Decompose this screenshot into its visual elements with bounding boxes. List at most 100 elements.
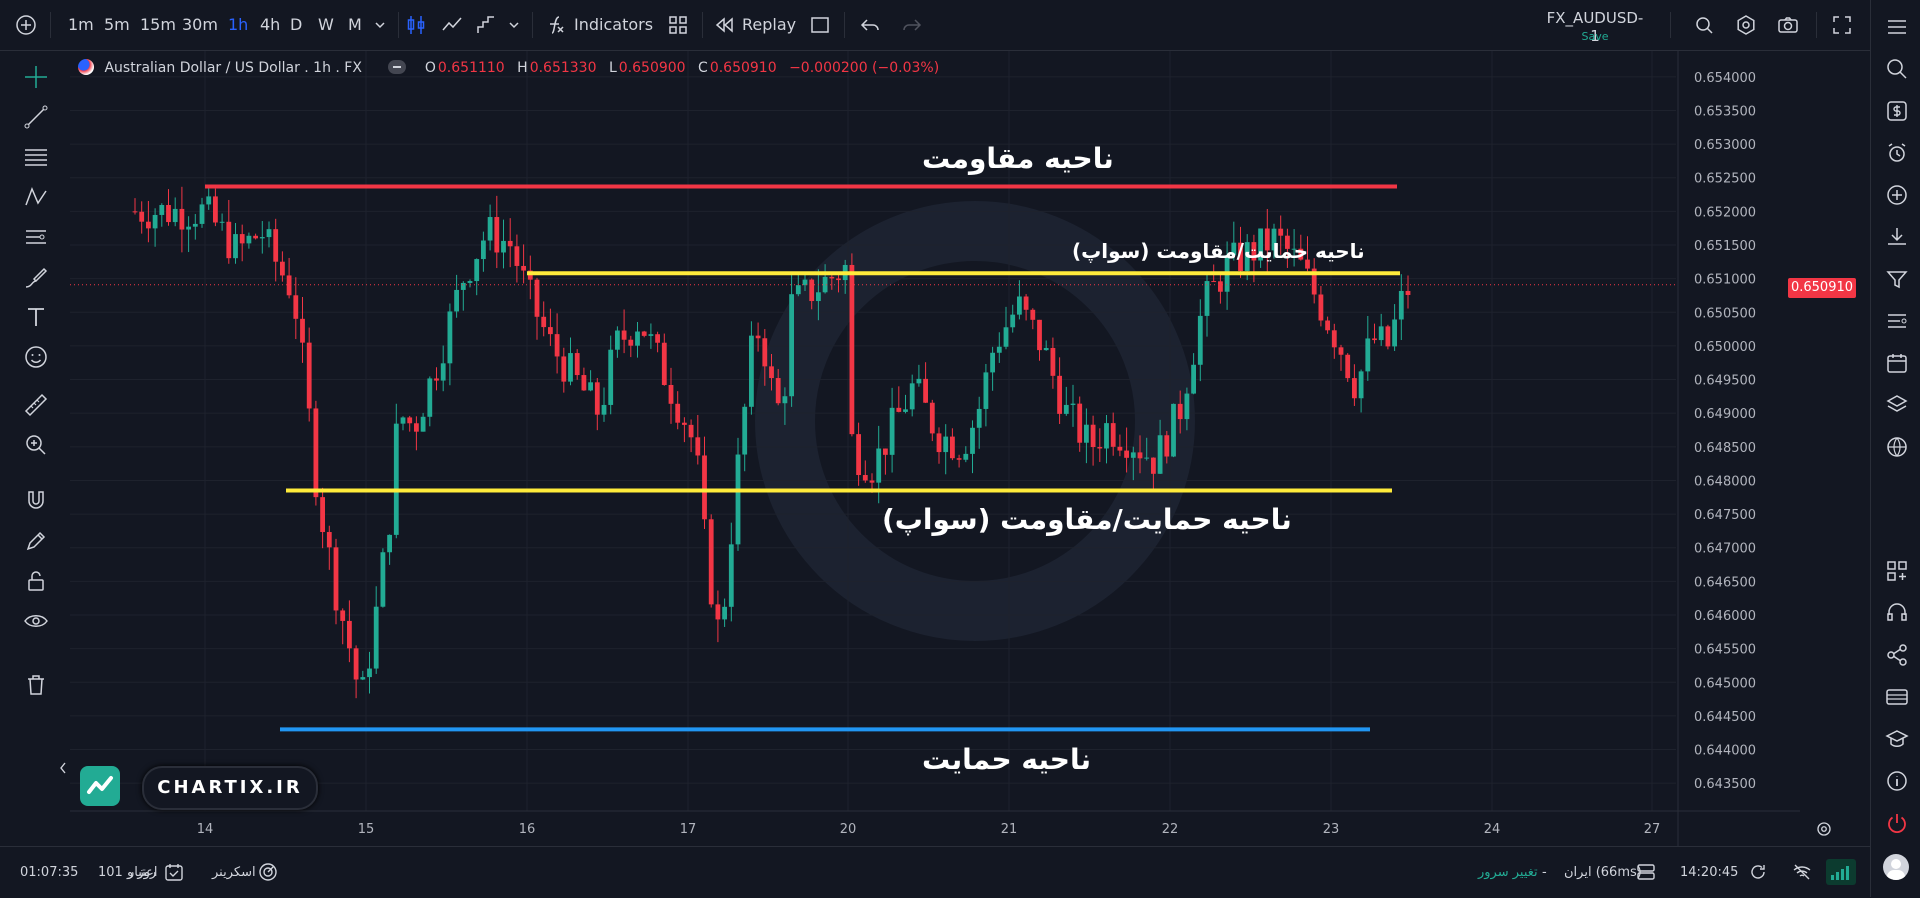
- candle-body: [1372, 338, 1377, 341]
- screener-radar-icon[interactable]: [258, 862, 278, 882]
- timeframe-m[interactable]: M: [348, 15, 362, 34]
- rectangle-icon[interactable]: [808, 13, 832, 37]
- forecast-icon[interactable]: [22, 223, 50, 251]
- candle-body: [1130, 452, 1136, 458]
- indicators-button[interactable]: Indicators: [574, 15, 654, 34]
- filter-icon[interactable]: [1884, 266, 1910, 292]
- price-chart[interactable]: 0.654000 0.653500 0.653000 0.652500 0.652000…: [70, 51, 1800, 846]
- chevron-down-icon[interactable]: [502, 13, 526, 37]
- globe-icon[interactable]: [1884, 434, 1910, 460]
- undo-icon[interactable]: [858, 13, 882, 37]
- replay-icon[interactable]: [712, 13, 736, 37]
- candle-body: [554, 334, 560, 357]
- redo-icon[interactable]: [900, 13, 924, 37]
- timeframe-30m[interactable]: 30m: [182, 15, 218, 34]
- emoji-icon[interactable]: [22, 343, 50, 371]
- eye-icon[interactable]: [22, 607, 50, 635]
- apps-icon[interactable]: [1884, 558, 1910, 584]
- high-label: H: [517, 60, 528, 76]
- candle-body: [1151, 457, 1156, 474]
- candle-body: [1211, 281, 1217, 283]
- power-icon[interactable]: [1884, 810, 1910, 836]
- candle-body: [749, 335, 754, 407]
- info-icon[interactable]: [1884, 768, 1910, 794]
- pattern-icon[interactable]: [22, 183, 50, 211]
- signal-icon[interactable]: [1884, 308, 1910, 334]
- swap-upper-label[interactable]: ناحیه حمایت/مقاومت (سواپ): [1072, 239, 1365, 263]
- time-axis[interactable]: 14 15 16 17 20 21 22 23 24 27: [70, 810, 1800, 837]
- candle-body: [795, 285, 801, 295]
- layout-name[interactable]: FX_AUDUSD-1: [1546, 9, 1644, 45]
- timeframe-1h[interactable]: 1h: [228, 15, 249, 34]
- text-icon[interactable]: [22, 303, 50, 331]
- timeframe-d[interactable]: D: [290, 15, 303, 34]
- quick-search-icon[interactable]: [1692, 13, 1716, 37]
- screener-label[interactable]: اسکرینر: [212, 865, 256, 880]
- fullscreen-icon[interactable]: [1830, 13, 1854, 37]
- support-label[interactable]: ناحیه حمایت: [922, 743, 1091, 776]
- share-icon[interactable]: [1884, 642, 1910, 668]
- chevron-down-icon[interactable]: [368, 13, 392, 37]
- stay-drawing-icon[interactable]: [22, 527, 50, 555]
- download-icon[interactable]: [1884, 224, 1910, 250]
- collapse-chevron-icon[interactable]: [58, 761, 68, 775]
- templates-icon[interactable]: [666, 13, 690, 37]
- magnet-icon[interactable]: [22, 487, 50, 515]
- timeframe-w[interactable]: W: [318, 15, 334, 34]
- open-label: O: [424, 60, 436, 76]
- save-status[interactable]: Save: [1581, 30, 1609, 43]
- menu-icon[interactable]: [1884, 14, 1910, 40]
- candle-body: [869, 480, 875, 483]
- toolbar-divider: [1816, 12, 1817, 38]
- candle-body: [1124, 450, 1129, 458]
- crosshair-icon[interactable]: [22, 63, 50, 91]
- symbol-title[interactable]: Australian Dollar / US Dollar . 1h . FX: [104, 60, 362, 76]
- price-axis[interactable]: 0.654000 0.653500 0.653000 0.652500 0.652000…: [1677, 51, 1800, 846]
- replay-button[interactable]: Replay: [742, 15, 797, 34]
- line-chart-icon[interactable]: [440, 13, 464, 37]
- trash-icon[interactable]: [22, 671, 50, 699]
- axis-settings-icon[interactable]: [1815, 820, 1833, 838]
- brush-icon[interactable]: [22, 263, 50, 291]
- swap-lower-label[interactable]: ناحیه حمایت/مقاومت (سواپ): [882, 503, 1292, 536]
- alarm-icon[interactable]: [1884, 140, 1910, 166]
- indicators-icon[interactable]: [544, 13, 568, 37]
- status-dash: -: [1542, 865, 1547, 880]
- wifi-off-icon[interactable]: [1792, 862, 1812, 882]
- camera-icon[interactable]: [1776, 13, 1800, 37]
- step-chart-icon[interactable]: [474, 13, 498, 37]
- layers-icon[interactable]: [1884, 392, 1910, 418]
- timeframe-5m[interactable]: 5m: [104, 15, 130, 34]
- calendar-icon[interactable]: [1884, 350, 1910, 376]
- academy-icon[interactable]: [1884, 726, 1910, 752]
- timeframe-4h[interactable]: 4h: [260, 15, 281, 34]
- refresh-icon[interactable]: [1748, 862, 1768, 882]
- user-avatar[interactable]: [1883, 854, 1909, 880]
- price-tick-label: 0.653500: [1694, 104, 1756, 119]
- dollar-icon[interactable]: [1884, 98, 1910, 124]
- candles-icon[interactable]: [404, 13, 428, 37]
- add-alert-icon[interactable]: [1884, 182, 1910, 208]
- timeframe-1m[interactable]: 1m: [68, 15, 94, 34]
- server-icon[interactable]: [1636, 862, 1656, 882]
- card-icon[interactable]: [1884, 684, 1910, 710]
- fib-lines-icon[interactable]: [22, 143, 50, 171]
- calendar-check-icon[interactable]: [164, 862, 184, 882]
- resistance-label[interactable]: ناحیه مقاومت: [922, 142, 1114, 175]
- zoom-in-icon[interactable]: [22, 431, 50, 459]
- candle-body: [1144, 457, 1150, 459]
- timeframe-15m[interactable]: 15m: [140, 15, 176, 34]
- candle-body: [132, 211, 138, 213]
- candle-body: [219, 221, 225, 223]
- settings-icon[interactable]: [1734, 13, 1758, 37]
- change-server-link[interactable]: تغییر سرور: [1478, 865, 1538, 880]
- legend-toggle-icon[interactable]: [388, 60, 407, 74]
- trend-line-icon[interactable]: [22, 103, 50, 131]
- add-symbol-icon[interactable]: [14, 13, 38, 37]
- chart-pane[interactable]: 0.654000 0.653500 0.653000 0.652500 0.652000…: [70, 51, 1800, 846]
- lock-icon[interactable]: [22, 567, 50, 595]
- candle-body: [883, 448, 888, 455]
- support-headset-icon[interactable]: [1884, 600, 1910, 626]
- ruler-icon[interactable]: [22, 391, 50, 419]
- search-icon[interactable]: [1884, 56, 1910, 82]
